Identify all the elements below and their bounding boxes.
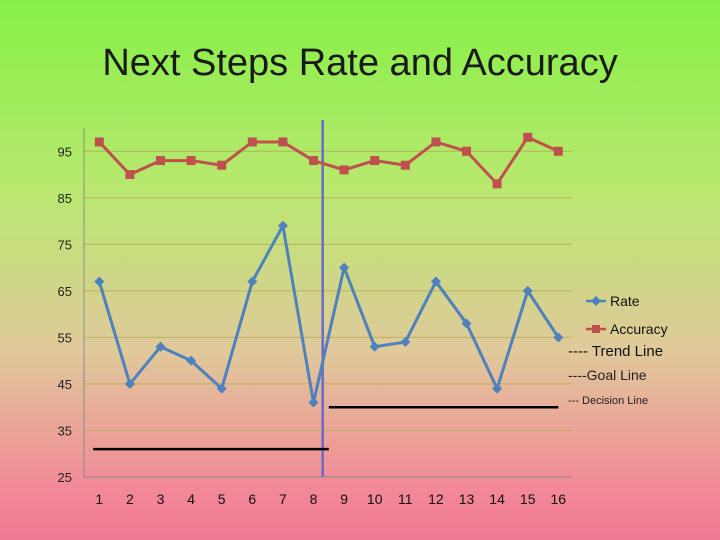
data-point-accuracy bbox=[339, 165, 349, 175]
data-point-accuracy bbox=[278, 137, 288, 147]
x-tick-label: 8 bbox=[310, 491, 318, 507]
data-point-accuracy bbox=[94, 137, 104, 147]
x-tick-label: 5 bbox=[218, 491, 226, 507]
data-point-rate bbox=[430, 276, 441, 287]
y-tick-label: 85 bbox=[58, 191, 72, 206]
x-tick-label: 15 bbox=[520, 491, 536, 507]
x-tick-label: 14 bbox=[489, 491, 505, 507]
y-tick-label: 25 bbox=[58, 470, 72, 485]
data-point-accuracy bbox=[523, 132, 533, 142]
data-point-rate bbox=[522, 285, 533, 296]
x-tick-labels: 1 2 3 4 5 6 7 8 9 10 11 12 13 14 15 16 bbox=[95, 491, 566, 507]
x-tick-label: 10 bbox=[367, 491, 383, 507]
x-tick-label: 9 bbox=[340, 491, 348, 507]
x-tick-label: 4 bbox=[187, 491, 195, 507]
data-point-rate bbox=[400, 337, 411, 348]
y-tick-label: 35 bbox=[58, 423, 72, 438]
legend: Rate Accuracy ---- Trend Line ----Goal L… bbox=[568, 293, 668, 407]
data-point-rate bbox=[247, 276, 258, 287]
data-point-accuracy bbox=[400, 160, 410, 170]
data-point-accuracy bbox=[431, 137, 441, 147]
y-tick-label: 95 bbox=[58, 144, 72, 159]
legend-decision-line-note: --- Decision Line bbox=[568, 395, 648, 407]
y-tick-labels: 25 35 45 55 65 75 85 95 bbox=[58, 144, 72, 485]
legend-accuracy-label: Accuracy bbox=[610, 321, 668, 337]
legend-trend-line-note: ---- Trend Line bbox=[568, 343, 663, 360]
y-tick-label: 75 bbox=[58, 237, 72, 252]
data-point-rate bbox=[308, 397, 319, 408]
x-tick-label: 13 bbox=[459, 491, 475, 507]
legend-accuracy-marker bbox=[592, 325, 600, 333]
x-tick-label: 11 bbox=[398, 491, 413, 507]
data-point-rate bbox=[492, 383, 503, 394]
reference-lines bbox=[93, 120, 559, 477]
x-tick-label: 1 bbox=[95, 491, 103, 507]
legend-rate-label: Rate bbox=[610, 293, 640, 309]
data-point-rate bbox=[124, 378, 135, 389]
x-tick-label: 7 bbox=[279, 491, 287, 507]
data-point-accuracy bbox=[125, 170, 135, 180]
y-tick-label: 45 bbox=[58, 377, 72, 392]
data-point-accuracy bbox=[186, 156, 196, 166]
data-point-rate bbox=[277, 220, 288, 231]
data-point-rate bbox=[461, 318, 472, 329]
x-tick-label: 3 bbox=[157, 491, 165, 507]
data-point-accuracy bbox=[462, 146, 471, 156]
data-series bbox=[94, 132, 564, 408]
data-point-rate bbox=[186, 355, 197, 366]
x-tick-label: 16 bbox=[551, 491, 567, 507]
axes bbox=[83, 128, 572, 478]
data-point-accuracy bbox=[492, 179, 502, 189]
y-tick-label: 65 bbox=[58, 284, 72, 299]
series-line-accuracy bbox=[98, 135, 559, 186]
data-point-rate bbox=[553, 332, 564, 343]
series-line-rate bbox=[97, 224, 560, 405]
data-point-accuracy bbox=[247, 137, 257, 147]
x-tick-label: 6 bbox=[248, 491, 256, 507]
data-point-accuracy bbox=[309, 156, 318, 166]
x-tick-label: 2 bbox=[126, 491, 134, 507]
data-point-rate bbox=[155, 341, 166, 352]
legend-goal-line-note: ----Goal Line bbox=[568, 367, 647, 383]
data-point-accuracy bbox=[370, 156, 380, 166]
data-point-rate bbox=[369, 341, 380, 352]
data-point-accuracy bbox=[156, 156, 165, 166]
legend-rate-marker bbox=[591, 296, 601, 306]
data-point-accuracy bbox=[553, 146, 563, 156]
data-point-rate bbox=[94, 276, 105, 287]
data-point-rate bbox=[216, 383, 227, 394]
slide-title: Next Steps Rate and Accuracy bbox=[102, 42, 618, 84]
x-tick-label: 12 bbox=[428, 491, 444, 507]
data-point-accuracy bbox=[217, 160, 227, 170]
data-point-rate bbox=[339, 262, 350, 273]
y-tick-label: 55 bbox=[58, 330, 72, 345]
